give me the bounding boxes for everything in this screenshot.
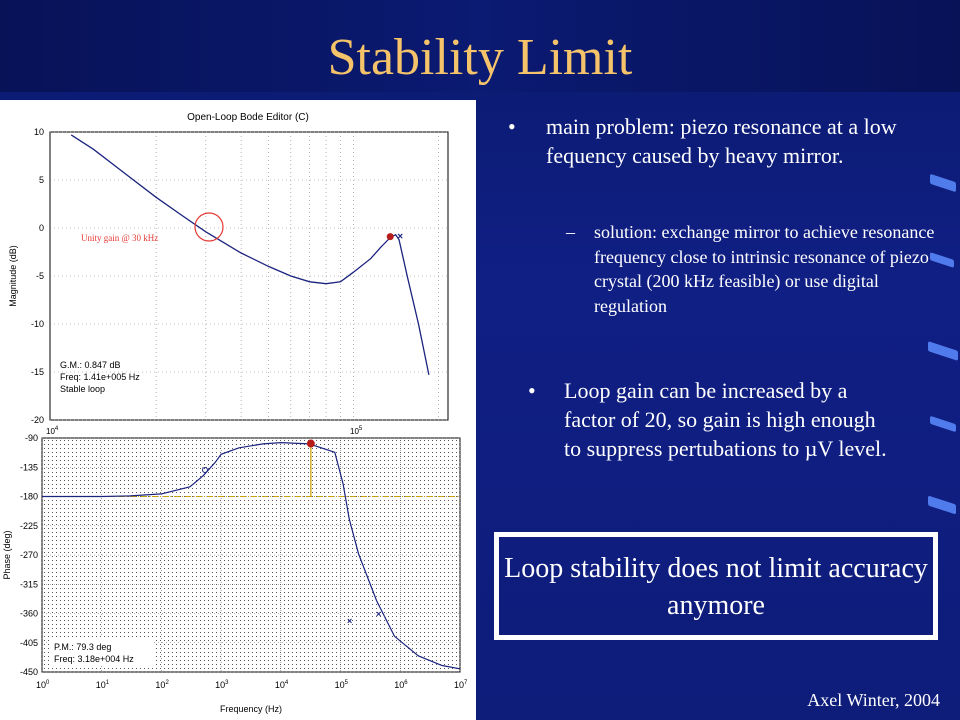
phase-grid bbox=[41, 437, 461, 673]
decorative-streak bbox=[928, 495, 956, 515]
unity-gain-annotation: Unity gain @ 30 kHz bbox=[81, 233, 158, 243]
gain-margin-freq-text: Freq: 1.41e+005 Hz bbox=[60, 372, 140, 382]
mag-x-tick-1e4: 104 bbox=[46, 426, 59, 436]
phase-y-tick-label: -405 bbox=[20, 638, 38, 648]
phase-y-tick-label: -315 bbox=[20, 579, 38, 589]
phase-xlabel: Frequency (Hz) bbox=[220, 704, 282, 714]
magnitude-y-tick-label: 0 bbox=[39, 223, 44, 233]
phase-x-tick-label: 100 bbox=[36, 680, 50, 690]
bullet-loop-text: Loop gain can be increased by a factor o… bbox=[564, 378, 887, 461]
phase-margin-freq-text: Freq: 3.18e+004 Hz bbox=[54, 654, 134, 664]
phase-x-tick-label: 106 bbox=[394, 680, 408, 690]
gain-margin-text: G.M.: 0.847 dB bbox=[60, 360, 121, 370]
decorative-streak bbox=[930, 415, 956, 433]
magnitude-grid bbox=[50, 131, 448, 421]
phase-ylabel: Phase (deg) bbox=[2, 530, 12, 579]
gain-margin-marker[interactable] bbox=[386, 233, 394, 241]
magnitude-y-tick-label: -20 bbox=[31, 415, 44, 425]
bode-window-title: Open-Loop Bode Editor (C) bbox=[187, 112, 309, 123]
bode-plot-svg: Open-Loop Bode Editor (C) 1050-5-10-15-2… bbox=[2, 112, 468, 714]
title-band bbox=[0, 0, 960, 92]
stable-loop-text: Stable loop bbox=[60, 384, 105, 394]
bullet-dash: – bbox=[566, 222, 575, 242]
phase-curve[interactable] bbox=[42, 441, 461, 670]
bode-plot-figure: Open-Loop Bode Editor (C) 10 5 0 -5 -10 -15 -2… bbox=[0, 100, 476, 720]
phase-x-ticks: 100 101 102 103 104 105 106 107 bbox=[36, 680, 468, 690]
phase-y-tick-label: -180 bbox=[20, 492, 38, 502]
bullet-dot: • bbox=[528, 378, 536, 403]
phase-y-tick-label: -450 bbox=[20, 667, 38, 677]
bullet-sub-text: solution: exchange mirror to achieve res… bbox=[594, 222, 935, 316]
phase-y-tick-label: -90 bbox=[25, 433, 38, 443]
bullet-loop: • Loop gain can be increased by a factor… bbox=[528, 376, 888, 463]
phase-x-tick-label: 104 bbox=[275, 680, 289, 690]
phase-y-tick-label: -225 bbox=[20, 521, 38, 531]
phase-x-tick-label: 101 bbox=[96, 680, 110, 690]
phase-info-box bbox=[50, 638, 154, 666]
unity-gain-marker-circle bbox=[194, 212, 224, 242]
phase-x-tick-label: 102 bbox=[155, 680, 169, 690]
pole-marker-x[interactable]: × bbox=[347, 616, 352, 626]
pole-marker-x[interactable]: × bbox=[397, 232, 403, 243]
mag-x-tick-1e5: 105 bbox=[350, 426, 363, 436]
decorative-streak bbox=[930, 173, 956, 193]
bullet-dot: • bbox=[508, 114, 516, 139]
phase-x-tick-label: 103 bbox=[215, 680, 229, 690]
phase-x-tick-label: 107 bbox=[454, 680, 468, 690]
conclusion-box: Loop stability does not limit accuracy a… bbox=[494, 532, 938, 640]
magnitude-y-tick-label: -5 bbox=[36, 271, 44, 281]
bullet-main: • main problem: piezo resonance at a low… bbox=[508, 112, 948, 170]
magnitude-axes bbox=[49, 131, 449, 421]
phase-margin-marker[interactable] bbox=[306, 439, 315, 448]
magnitude-y-tick-label: -15 bbox=[31, 367, 44, 377]
phase-y-tick-label: -135 bbox=[20, 462, 38, 472]
author-credit: Axel Winter, 2004 bbox=[807, 690, 940, 710]
bullet-sub: – solution: exchange mirror to achieve r… bbox=[566, 220, 946, 318]
magnitude-y-tick-label: -10 bbox=[31, 319, 44, 329]
phase-y-tick-label: -360 bbox=[20, 609, 38, 619]
phase-y-tick-label: -270 bbox=[20, 550, 38, 560]
phase-margin-text: P.M.: 79.3 deg bbox=[54, 642, 111, 652]
magnitude-y-tick-label: 5 bbox=[39, 175, 44, 185]
phase-x-tick-label: 105 bbox=[335, 680, 349, 690]
phase-y-ticks: -90 -135 -180 -225 -270 -315 -360 -405 -450 bbox=[20, 433, 38, 677]
pole-marker-x[interactable]: × bbox=[376, 609, 381, 619]
magnitude-y-ticks: 10 5 0 -5 -10 -15 -20 bbox=[31, 127, 44, 425]
phase-axes bbox=[41, 437, 461, 673]
magnitude-curve[interactable] bbox=[70, 134, 430, 376]
magnitude-ylabel: Magnitude (dB) bbox=[8, 245, 18, 307]
zero-marker-o[interactable] bbox=[202, 467, 208, 473]
decorative-streak bbox=[928, 341, 958, 361]
slide-title: Stability Limit bbox=[327, 29, 633, 86]
bullet-main-text: main problem: piezo resonance at a low f… bbox=[546, 114, 897, 168]
magnitude-y-tick-label: 10 bbox=[34, 127, 44, 137]
